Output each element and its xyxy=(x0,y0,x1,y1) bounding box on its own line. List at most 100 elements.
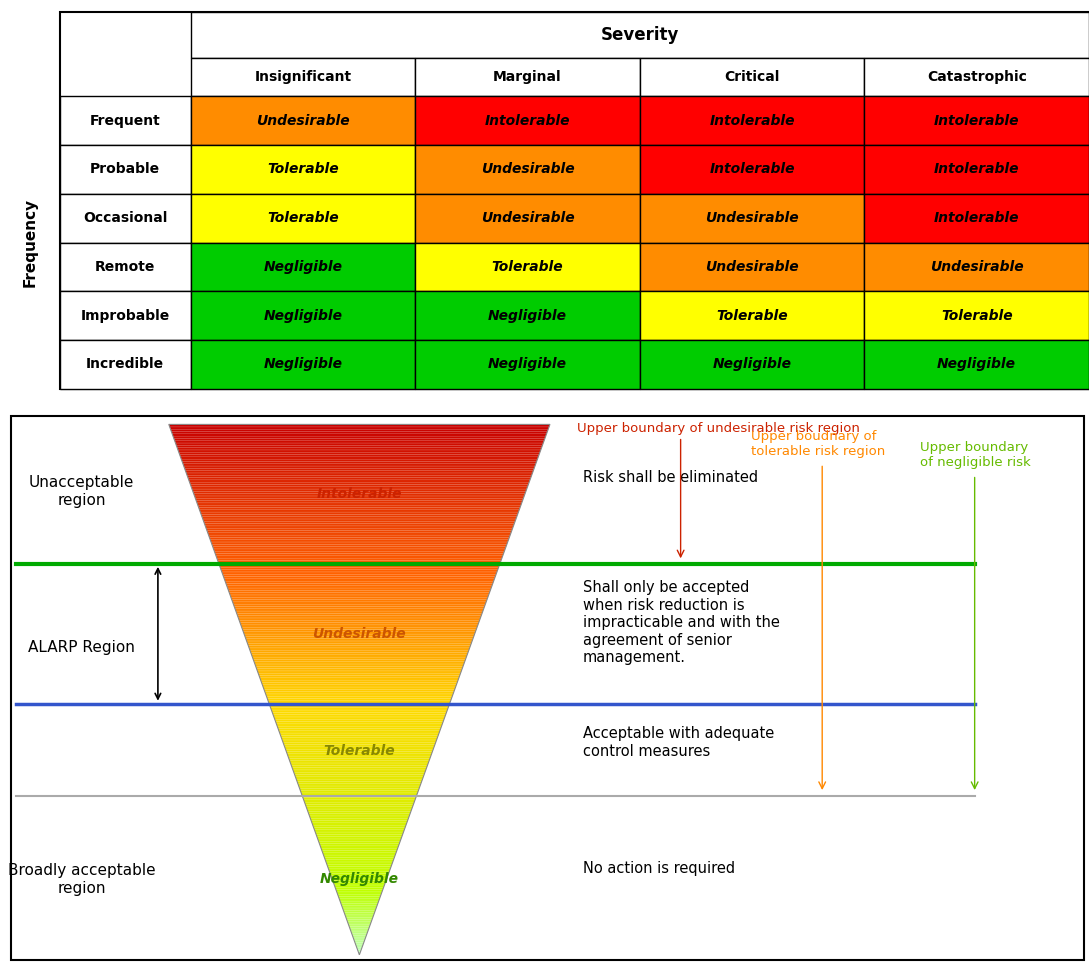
Polygon shape xyxy=(227,585,492,587)
Polygon shape xyxy=(279,730,440,732)
Polygon shape xyxy=(262,686,456,688)
Polygon shape xyxy=(308,811,411,813)
Polygon shape xyxy=(355,944,364,946)
Polygon shape xyxy=(191,485,528,486)
Polygon shape xyxy=(325,858,394,860)
Polygon shape xyxy=(326,861,393,863)
Text: Frequent: Frequent xyxy=(90,114,160,128)
Polygon shape xyxy=(169,424,550,426)
Polygon shape xyxy=(208,534,511,536)
Polygon shape xyxy=(174,440,544,442)
Polygon shape xyxy=(213,550,505,552)
Polygon shape xyxy=(195,497,524,498)
Polygon shape xyxy=(236,613,482,615)
Polygon shape xyxy=(258,673,461,675)
Polygon shape xyxy=(206,526,513,528)
Polygon shape xyxy=(280,734,439,735)
Polygon shape xyxy=(270,707,449,709)
Polygon shape xyxy=(358,953,360,954)
Polygon shape xyxy=(327,865,392,867)
Polygon shape xyxy=(234,605,486,607)
Polygon shape xyxy=(258,672,461,673)
Text: Acceptable with adequate
control measures: Acceptable with adequate control measure… xyxy=(583,726,774,759)
Polygon shape xyxy=(357,948,362,950)
Text: Insignificant: Insignificant xyxy=(255,71,352,84)
Polygon shape xyxy=(204,522,515,524)
Polygon shape xyxy=(303,796,416,798)
Text: Intolerable: Intolerable xyxy=(934,114,1019,128)
Polygon shape xyxy=(180,454,539,456)
Polygon shape xyxy=(188,477,531,479)
FancyBboxPatch shape xyxy=(191,145,415,194)
Polygon shape xyxy=(191,486,528,488)
Polygon shape xyxy=(278,728,441,730)
FancyBboxPatch shape xyxy=(639,97,865,145)
Polygon shape xyxy=(350,928,369,930)
Polygon shape xyxy=(259,677,460,679)
Polygon shape xyxy=(340,902,379,903)
Polygon shape xyxy=(284,746,435,748)
Polygon shape xyxy=(228,589,491,590)
Polygon shape xyxy=(266,695,453,696)
Polygon shape xyxy=(170,426,549,428)
Polygon shape xyxy=(351,930,368,932)
Text: Unacceptable
region: Unacceptable region xyxy=(29,475,134,507)
Polygon shape xyxy=(340,900,379,902)
Text: Upper boundary
of negligible risk: Upper boundary of negligible risk xyxy=(920,441,1031,469)
Polygon shape xyxy=(346,918,372,920)
Polygon shape xyxy=(216,555,503,557)
Polygon shape xyxy=(319,841,400,843)
Polygon shape xyxy=(335,888,383,890)
Polygon shape xyxy=(334,886,384,888)
Polygon shape xyxy=(236,611,482,613)
Text: Incredible: Incredible xyxy=(86,357,164,372)
Polygon shape xyxy=(223,577,495,579)
Polygon shape xyxy=(270,705,449,707)
Polygon shape xyxy=(267,696,452,698)
Polygon shape xyxy=(235,609,484,611)
Polygon shape xyxy=(242,626,477,628)
Text: Occasional: Occasional xyxy=(83,212,168,225)
Polygon shape xyxy=(306,807,413,809)
Polygon shape xyxy=(267,698,452,700)
Polygon shape xyxy=(257,670,462,672)
Polygon shape xyxy=(264,688,455,690)
Polygon shape xyxy=(292,766,427,767)
Polygon shape xyxy=(172,435,547,437)
FancyBboxPatch shape xyxy=(865,145,1089,194)
Polygon shape xyxy=(209,537,510,539)
Polygon shape xyxy=(289,756,430,758)
Polygon shape xyxy=(293,771,426,773)
Polygon shape xyxy=(230,594,489,596)
Polygon shape xyxy=(307,809,412,810)
Polygon shape xyxy=(187,475,531,477)
Polygon shape xyxy=(224,579,494,580)
Polygon shape xyxy=(238,619,480,621)
Polygon shape xyxy=(287,753,431,755)
FancyBboxPatch shape xyxy=(415,58,639,97)
Text: Negligible: Negligible xyxy=(938,357,1016,372)
Polygon shape xyxy=(175,442,543,443)
Polygon shape xyxy=(338,895,381,896)
Polygon shape xyxy=(311,822,407,824)
Polygon shape xyxy=(308,813,411,815)
Polygon shape xyxy=(196,498,523,500)
Polygon shape xyxy=(181,456,538,458)
Text: Negligible: Negligible xyxy=(264,260,342,274)
Polygon shape xyxy=(337,892,382,893)
FancyBboxPatch shape xyxy=(639,292,865,340)
Text: Negligible: Negligible xyxy=(712,357,792,372)
Polygon shape xyxy=(182,462,537,464)
FancyBboxPatch shape xyxy=(191,12,1089,58)
Polygon shape xyxy=(343,909,376,911)
Polygon shape xyxy=(198,506,521,507)
Polygon shape xyxy=(227,583,492,585)
Polygon shape xyxy=(182,460,537,462)
Polygon shape xyxy=(250,652,468,654)
Polygon shape xyxy=(197,502,522,504)
Polygon shape xyxy=(243,631,476,633)
Polygon shape xyxy=(197,504,522,506)
Polygon shape xyxy=(212,547,506,548)
Polygon shape xyxy=(216,554,503,555)
Text: Intolerable: Intolerable xyxy=(485,114,571,128)
